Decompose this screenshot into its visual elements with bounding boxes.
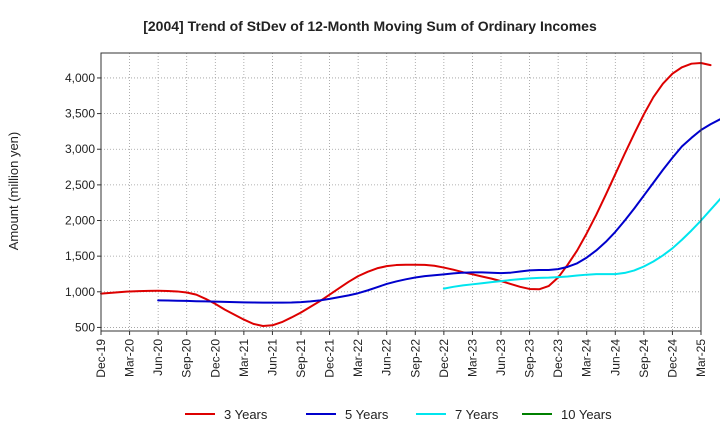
x-tick-label: Dec-22 (437, 339, 451, 378)
x-tick-label: Dec-23 (551, 339, 565, 378)
x-tick-label: Dec-24 (665, 339, 679, 378)
x-tick-label: Mar-23 (465, 339, 479, 377)
legend-label: 7 Years (455, 407, 499, 422)
legend-label: 5 Years (345, 407, 389, 422)
x-tick-label: Sep-21 (294, 339, 308, 378)
x-tick-label: Dec-19 (94, 339, 108, 378)
chart-title: [2004] Trend of StDev of 12-Month Moving… (143, 18, 597, 34)
x-tick-label: Jun-24 (608, 339, 622, 376)
series-layer (100, 61, 720, 328)
x-tick-label: Mar-20 (123, 339, 137, 377)
x-tick-label: Dec-20 (208, 339, 222, 378)
x-tick-label: Mar-21 (237, 339, 251, 377)
series-line-7-years (442, 197, 720, 290)
grid-layer (100, 53, 702, 331)
y-tick-label: 3,000 (65, 142, 95, 156)
y-axis-label: Amount (million yen) (6, 132, 21, 251)
x-tick-label: Mar-25 (694, 339, 708, 377)
x-tick-label: Mar-22 (351, 339, 365, 377)
y-tick-label: 2,000 (65, 214, 95, 228)
legend-label: 3 Years (224, 407, 268, 422)
legend-layer: 3 Years 5 Years 7 Years 10 Years (185, 407, 612, 422)
legend-label: 10 Years (561, 407, 612, 422)
x-tick-label: Jun-23 (494, 339, 508, 376)
y-tick-label: 2,500 (65, 178, 95, 192)
plot-frame (100, 52, 702, 332)
x-tick-label: Sep-22 (408, 339, 422, 378)
x-tick-label: Jun-21 (265, 339, 279, 376)
y-tick-label: 4,000 (65, 71, 95, 85)
x-tick-label: Sep-20 (180, 339, 194, 378)
series-line-5-years (157, 118, 720, 304)
axis-layer: Dec-19 Mar-20 Jun-20 Sep-20 Dec-20 Mar-21 Jun-… (65, 71, 708, 378)
series-line-3-years (100, 61, 712, 328)
x-tick-label: Sep-24 (637, 339, 651, 378)
y-tick-label: 3,500 (65, 107, 95, 121)
y-tick-label: 1,000 (65, 285, 95, 299)
x-tick-label: Jun-22 (380, 339, 394, 376)
x-tick-label: Mar-24 (580, 339, 594, 377)
y-tick-label: 1,500 (65, 249, 95, 263)
x-tick-label: Dec-21 (323, 339, 337, 378)
y-tick-label: 500 (75, 320, 95, 334)
x-tick-label: Sep-23 (523, 339, 537, 378)
x-tick-label: Jun-20 (151, 339, 165, 376)
